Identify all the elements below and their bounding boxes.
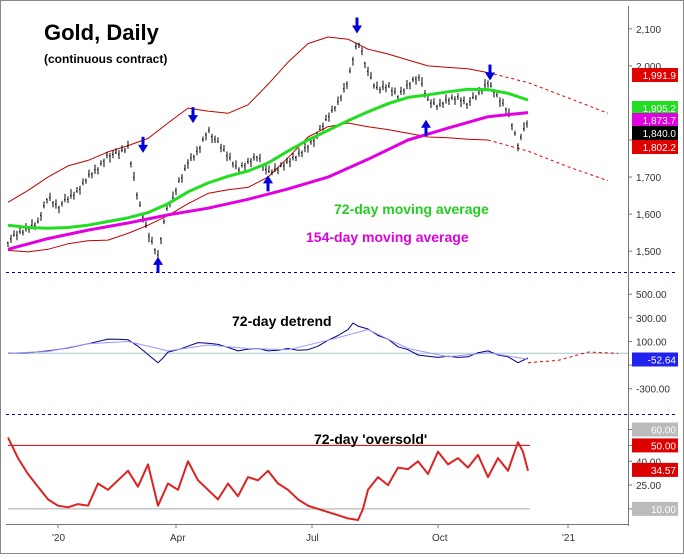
x-tick-label: '20	[52, 533, 65, 544]
oversold-axis-tick-label: 25.00	[636, 481, 661, 492]
last-value-1-905-2-box	[632, 101, 678, 115]
cycle-down-arrow-icon	[188, 107, 198, 124]
annotation-oversold: 72-day 'oversold'	[314, 431, 427, 447]
last-value-1-840-0: 1,840.0	[643, 129, 677, 140]
series-lower-band	[7, 122, 489, 253]
price-axis-tick-label: 2,000	[636, 62, 661, 73]
series-detrend-smooth	[7, 329, 529, 360]
detrend-last-value: -52.64	[648, 355, 677, 366]
x-tick-label: Oct	[432, 533, 448, 544]
x-tick-label: '21	[562, 533, 575, 544]
cycle-up-arrow-icon	[263, 175, 273, 192]
last-value-1-873-7-box	[632, 113, 678, 127]
cycle-down-arrow-icon	[485, 64, 495, 81]
last-value-1-991-9: 1,991.9	[643, 71, 677, 82]
cycle-down-arrow-icon	[138, 136, 148, 153]
oversold-axis-tick-label: 40.00	[636, 457, 661, 468]
oversold-last-value-box	[632, 462, 678, 477]
series-154-day-moving-average	[7, 111, 529, 251]
series-72-day-oversold	[7, 437, 529, 521]
series-upper-band-projection	[487, 72, 609, 114]
oversold-level-label: 60.00	[651, 426, 676, 437]
last-value-1-802-2-box	[632, 140, 678, 154]
oversold-last-value: 34.57	[651, 466, 676, 477]
series-72-day-moving-average	[7, 87, 529, 230]
oversold-level-box	[632, 438, 678, 453]
chart-title: Gold, Daily	[44, 20, 160, 45]
chart-subtitle: (continuous contract)	[44, 52, 167, 66]
oversold-level-box	[632, 501, 678, 516]
last-value-1-991-9-box	[632, 68, 678, 82]
annotation-72-day-ma: 72-day moving average	[334, 201, 489, 217]
annotation-154-day-ma: 154-day moving average	[306, 229, 469, 245]
series-upper-band	[7, 36, 489, 203]
detrend-last-value-box	[632, 352, 678, 367]
detrend-axis-tick-label: 500.00	[636, 290, 667, 301]
last-value-1-840-0-box	[632, 126, 678, 140]
oversold-level-box	[632, 422, 678, 437]
last-value-1-873-7: 1,873.7	[643, 116, 677, 127]
detrend-axis-tick-label: 300.00	[636, 314, 667, 325]
annotation-72-day-detrend: 72-day detrend	[232, 313, 332, 329]
x-tick-label: Jul	[306, 533, 319, 544]
cycle-up-arrow-icon	[153, 256, 163, 273]
last-value-1-802-2: 1,802.2	[643, 143, 677, 154]
series-lower-band-projection	[487, 139, 609, 182]
price-axis-tick-label: 1,600	[636, 210, 661, 221]
cycle-down-arrow-icon	[352, 17, 362, 34]
detrend-axis-tick-label: -300.00	[636, 385, 670, 396]
price-axis-tick-label: 2,100	[636, 25, 661, 36]
oversold-level-label: 10.00	[651, 505, 676, 516]
oversold-level-label: 50.00	[651, 441, 676, 452]
price-axis-tick-label: 1,500	[636, 247, 661, 258]
cycle-up-arrow-icon	[421, 119, 431, 136]
detrend-axis-tick-label: 100.00	[636, 337, 667, 348]
price-axis-tick-label: 1,700	[636, 173, 661, 184]
x-tick-label: Apr	[170, 533, 186, 544]
last-value-1-905-2: 1,905.2	[643, 104, 677, 115]
